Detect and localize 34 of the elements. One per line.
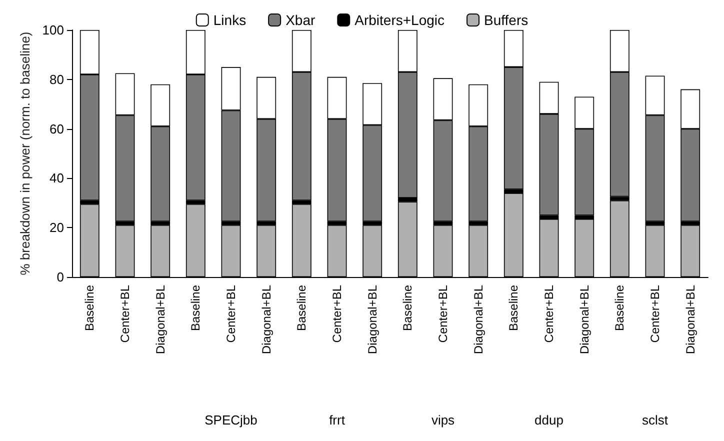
x-tick-label: Diagonal+BL <box>683 284 698 354</box>
x-tick-label: Diagonal+BL <box>365 284 380 354</box>
y-tick-label: 100 <box>42 22 64 38</box>
x-tick-label: Center+BL <box>648 284 662 343</box>
legend-label: Links <box>213 12 246 28</box>
x-tick-label: Baseline <box>612 284 627 332</box>
x-tick-label: Center+BL <box>224 284 238 343</box>
x-tick-label: Diagonal+BL <box>577 284 592 354</box>
y-tick-label: 80 <box>50 72 64 87</box>
text: SPECjbb <box>204 412 258 428</box>
text: frrt <box>329 412 346 428</box>
legend-label: Xbar <box>286 12 316 28</box>
x-tick-label: Baseline <box>188 284 203 332</box>
y-tick-label: 60 <box>50 121 64 136</box>
x-tick-label: Center+BL <box>330 284 344 343</box>
x-tick-label: Baseline <box>82 284 97 332</box>
x-tick-label: Baseline <box>400 284 415 332</box>
y-tick-label: 20 <box>50 220 64 236</box>
text: sclst <box>642 412 668 428</box>
x-tick-label: Diagonal+BL <box>153 284 168 354</box>
x-tick-label: Baseline <box>506 284 521 332</box>
x-tick-label: Diagonal+BL <box>471 284 486 354</box>
y-tick-label: 40 <box>50 170 64 186</box>
legend-label: Arbiters+Logic <box>354 12 445 28</box>
x-tick-label: Baseline <box>294 284 309 332</box>
legend-label: Buffers <box>484 12 528 28</box>
y-axis-title: % breakdown in power (norm. to baseline) <box>17 32 32 276</box>
text: ddup <box>534 412 564 428</box>
x-tick-label: Center+BL <box>542 284 556 343</box>
x-tick-label: Center+BL <box>436 284 450 343</box>
y-tick-label: 0 <box>56 270 64 284</box>
x-tick-label: Diagonal+BL <box>259 284 274 354</box>
text: vips <box>431 412 456 428</box>
x-tick-label: Center+BL <box>118 284 132 343</box>
